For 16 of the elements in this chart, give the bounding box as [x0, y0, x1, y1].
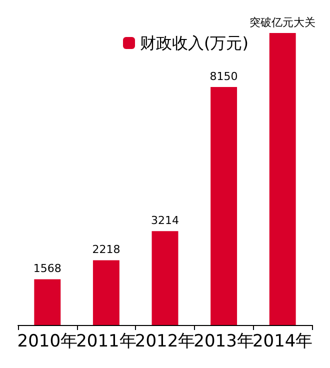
data-label: 突破亿元大关 [250, 16, 316, 29]
data-label: 8150 [210, 70, 238, 84]
data-label: 2218 [92, 243, 120, 256]
x-tick-label: 2014年 [252, 332, 313, 352]
bar [210, 87, 238, 325]
bar [269, 33, 296, 325]
bar [92, 260, 120, 325]
x-tick-label: 2011年 [76, 332, 136, 352]
legend-label: 财政收入(万元) [140, 34, 248, 52]
bar [152, 231, 178, 325]
data-label: 1568 [33, 262, 62, 276]
x-tick-label: 2010年 [17, 332, 78, 352]
x-tick-label: 2012年 [134, 332, 196, 352]
x-tick-label: 2013年 [194, 332, 254, 352]
data-label: 3214 [151, 214, 179, 228]
bar [34, 279, 61, 325]
